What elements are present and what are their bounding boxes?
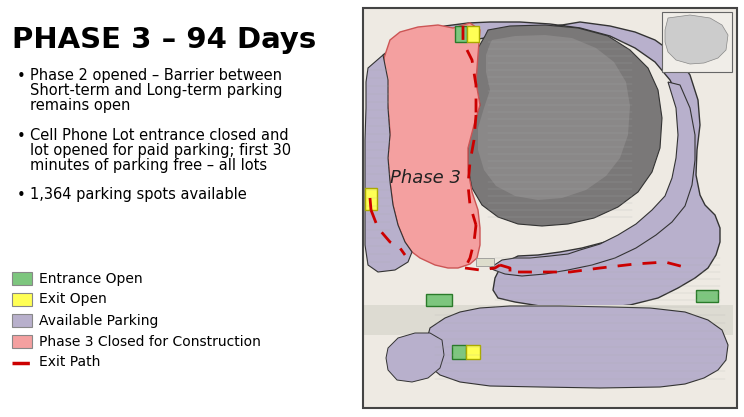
Bar bbox=[696, 290, 718, 302]
Bar bbox=[12, 272, 32, 285]
Bar bbox=[426, 294, 452, 306]
Polygon shape bbox=[468, 25, 662, 226]
Text: 1,364 parking spots available: 1,364 parking spots available bbox=[30, 187, 247, 202]
Bar bbox=[476, 258, 494, 266]
Text: •: • bbox=[17, 188, 26, 203]
Text: •: • bbox=[17, 69, 26, 84]
Text: Exit Path: Exit Path bbox=[39, 356, 100, 369]
Bar bbox=[363, 305, 733, 335]
Text: Short-term and Long-term parking: Short-term and Long-term parking bbox=[30, 83, 283, 98]
Polygon shape bbox=[386, 333, 444, 382]
Bar bbox=[365, 188, 377, 210]
Bar bbox=[466, 345, 480, 359]
Text: Entrance Open: Entrance Open bbox=[39, 271, 143, 286]
Text: Available Parking: Available Parking bbox=[39, 314, 158, 327]
Text: PHASE 3 – 94 Days: PHASE 3 – 94 Days bbox=[12, 26, 316, 54]
Polygon shape bbox=[384, 23, 480, 268]
Polygon shape bbox=[490, 82, 695, 276]
Text: Phase 3: Phase 3 bbox=[390, 169, 461, 187]
Text: Cell Phone Lot entrance closed and: Cell Phone Lot entrance closed and bbox=[30, 128, 289, 143]
Bar bbox=[363, 8, 737, 408]
Text: Phase 3 Closed for Construction: Phase 3 Closed for Construction bbox=[39, 334, 261, 349]
Bar bbox=[12, 335, 32, 348]
Text: Phase 2 opened – Barrier between: Phase 2 opened – Barrier between bbox=[30, 68, 282, 83]
Text: •: • bbox=[17, 129, 26, 144]
Bar bbox=[452, 345, 466, 359]
Text: lot opened for paid parking; first 30: lot opened for paid parking; first 30 bbox=[30, 143, 291, 158]
Text: Exit Open: Exit Open bbox=[39, 292, 106, 306]
Polygon shape bbox=[365, 55, 412, 272]
Polygon shape bbox=[665, 15, 728, 64]
Bar bbox=[363, 8, 737, 408]
Polygon shape bbox=[424, 306, 728, 388]
Bar bbox=[455, 26, 467, 42]
Bar bbox=[662, 12, 732, 72]
Bar bbox=[12, 314, 32, 327]
Polygon shape bbox=[478, 35, 630, 200]
Text: remains open: remains open bbox=[30, 98, 130, 113]
Bar bbox=[12, 293, 32, 306]
Bar bbox=[467, 26, 479, 42]
Text: minutes of parking free – all lots: minutes of parking free – all lots bbox=[30, 158, 267, 173]
Polygon shape bbox=[383, 22, 720, 308]
